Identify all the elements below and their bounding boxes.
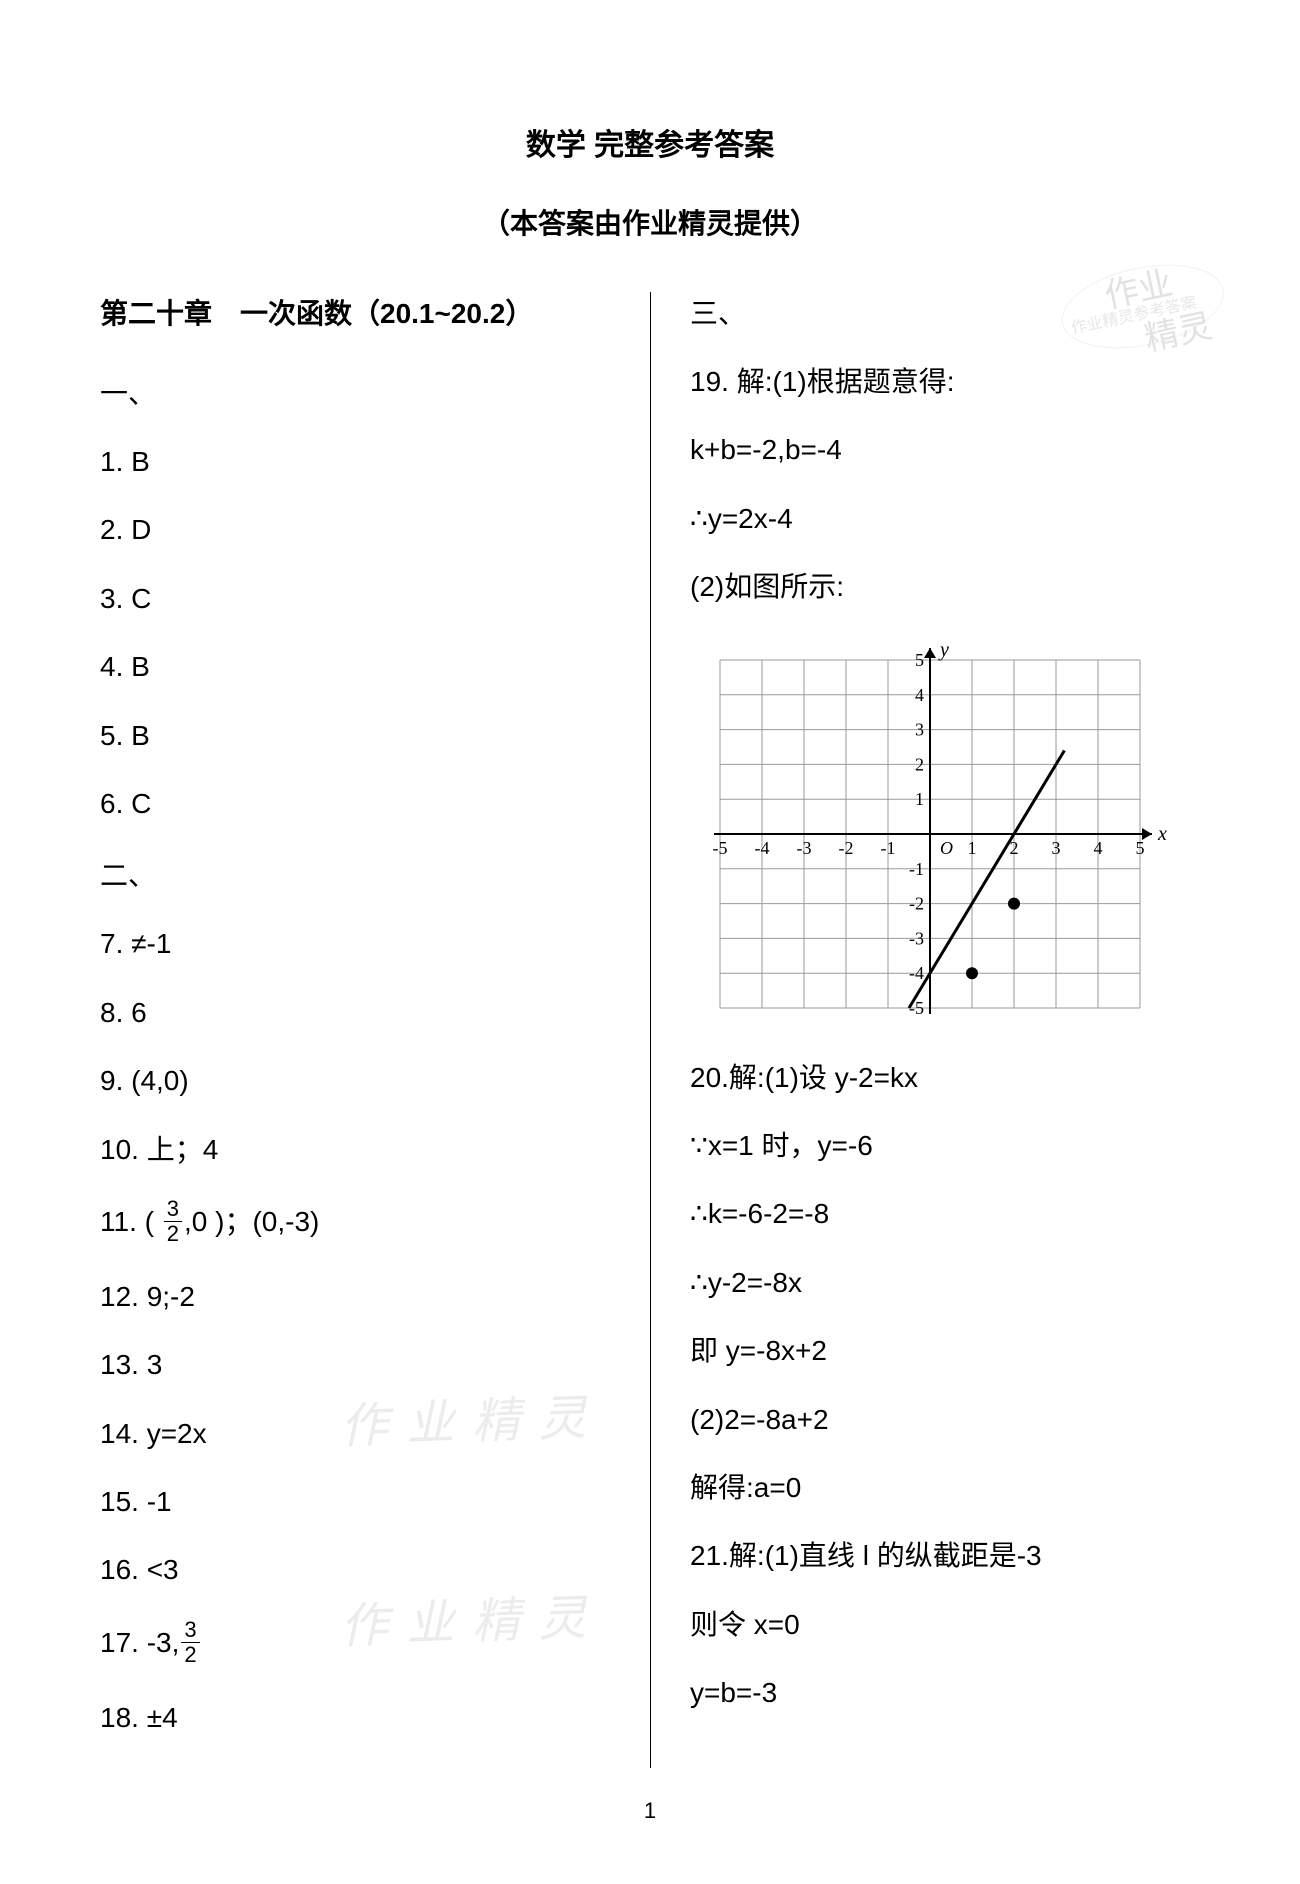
- answer-19-b: k+b=-2,b=-4: [690, 432, 1200, 468]
- answer-18: 18. ±4: [100, 1700, 610, 1736]
- svg-text:-3: -3: [909, 928, 924, 948]
- answer-19-a: 19. 解:(1)根据题意得:: [690, 364, 1200, 400]
- section-2-heading: 二、: [100, 854, 610, 894]
- two-column-layout: 第二十章 一次函数（20.1~20.2） 一、 1. B 2. D 3. C 4…: [100, 292, 1200, 1768]
- answer-13: 13. 3: [100, 1347, 610, 1383]
- answer-20-a: 20.解:(1)设 y-2=kx: [690, 1060, 1200, 1096]
- answer-1: 1. B: [100, 444, 610, 480]
- answer-20-b: ∵x=1 时，y=-6: [690, 1128, 1200, 1164]
- answer-10: 10. 上；4: [100, 1132, 610, 1168]
- answer-14: 14. y=2x: [100, 1416, 610, 1452]
- answer-20-d: ∴y-2=-8x: [690, 1265, 1200, 1301]
- page-number: 1: [100, 1798, 1200, 1824]
- answer-19-c: ∴y=2x-4: [690, 501, 1200, 537]
- fraction-numerator: 3: [164, 1198, 182, 1222]
- page-subtitle: （本答案由作业精灵提供）: [100, 202, 1200, 242]
- line-chart: -5-4-3-2-112345-5-4-3-2-112345Oxy: [690, 638, 1170, 1028]
- answer-20-c: ∴k=-6-2=-8: [690, 1196, 1200, 1232]
- section-3-heading: 三、: [690, 292, 1200, 332]
- chapter-heading: 第二十章 一次函数（20.1~20.2）: [100, 292, 610, 332]
- fraction-numerator-b: 3: [181, 1619, 199, 1643]
- fraction-denominator-b: 2: [181, 1643, 199, 1666]
- svg-text:x: x: [1157, 823, 1167, 845]
- answer-12: 12. 9;-2: [100, 1279, 610, 1315]
- svg-text:1: 1: [968, 838, 977, 858]
- answer-7: 7. ≠-1: [100, 926, 610, 962]
- answer-20-e: 即 y=-8x+2: [690, 1333, 1200, 1369]
- column-divider: [650, 292, 651, 1768]
- answer-4: 4. B: [100, 649, 610, 685]
- svg-text:-2: -2: [909, 893, 924, 913]
- answer-21-c: y=b=-3: [690, 1675, 1200, 1711]
- answer-11-part-b: ,0 )；(0,-3): [184, 1206, 319, 1237]
- svg-text:-5: -5: [713, 838, 728, 858]
- answer-2: 2. D: [100, 512, 610, 548]
- answer-3: 3. C: [100, 581, 610, 617]
- answer-17-part-a: 17. -3,: [100, 1627, 179, 1658]
- svg-text:-1: -1: [881, 838, 896, 858]
- answer-20-f: (2)2=-8a+2: [690, 1402, 1200, 1438]
- document-page: 作业 作业精灵参考答案 精灵 数学 完整参考答案 （本答案由作业精灵提供） 第二…: [0, 0, 1300, 1884]
- svg-text:5: 5: [1136, 838, 1145, 858]
- answer-11: 11. ( 32,0 )；(0,-3): [100, 1200, 610, 1247]
- svg-text:y: y: [938, 639, 949, 661]
- svg-text:-2: -2: [839, 838, 854, 858]
- svg-text:-1: -1: [909, 858, 924, 878]
- answer-11-part-a: 11. (: [100, 1206, 162, 1237]
- svg-text:4: 4: [915, 684, 924, 704]
- svg-text:-4: -4: [755, 838, 770, 858]
- chart-container: -5-4-3-2-112345-5-4-3-2-112345Oxy: [690, 638, 1200, 1028]
- svg-text:2: 2: [915, 754, 924, 774]
- answer-8: 8. 6: [100, 995, 610, 1031]
- answer-9: 9. (4,0): [100, 1063, 610, 1099]
- section-1-heading: 一、: [100, 372, 610, 412]
- left-column: 第二十章 一次函数（20.1~20.2） 一、 1. B 2. D 3. C 4…: [100, 292, 650, 1768]
- svg-text:-3: -3: [797, 838, 812, 858]
- fraction-3-2: 32: [164, 1198, 182, 1245]
- svg-text:3: 3: [1052, 838, 1061, 858]
- page-title: 数学 完整参考答案: [100, 120, 1200, 164]
- fraction-3-2-b: 32: [181, 1619, 199, 1666]
- answer-16: 16. <3: [100, 1552, 610, 1588]
- answer-19-d: (2)如图所示:: [690, 569, 1200, 605]
- answer-5: 5. B: [100, 718, 610, 754]
- svg-text:4: 4: [1094, 838, 1103, 858]
- answer-6: 6. C: [100, 786, 610, 822]
- answer-17: 17. -3,32: [100, 1621, 610, 1668]
- svg-text:-4: -4: [909, 963, 924, 983]
- answer-21-b: 则令 x=0: [690, 1607, 1200, 1643]
- svg-text:1: 1: [915, 789, 924, 809]
- svg-text:5: 5: [915, 650, 924, 670]
- answer-15: 15. -1: [100, 1484, 610, 1520]
- answer-21-a: 21.解:(1)直线 l 的纵截距是-3: [690, 1538, 1200, 1574]
- svg-text:O: O: [940, 838, 953, 858]
- svg-text:3: 3: [915, 719, 924, 739]
- svg-text:-5: -5: [909, 998, 924, 1018]
- answer-20-g: 解得:a=0: [690, 1470, 1200, 1506]
- right-column: 三、 19. 解:(1)根据题意得: k+b=-2,b=-4 ∴y=2x-4 (…: [650, 292, 1200, 1768]
- fraction-denominator: 2: [164, 1222, 182, 1245]
